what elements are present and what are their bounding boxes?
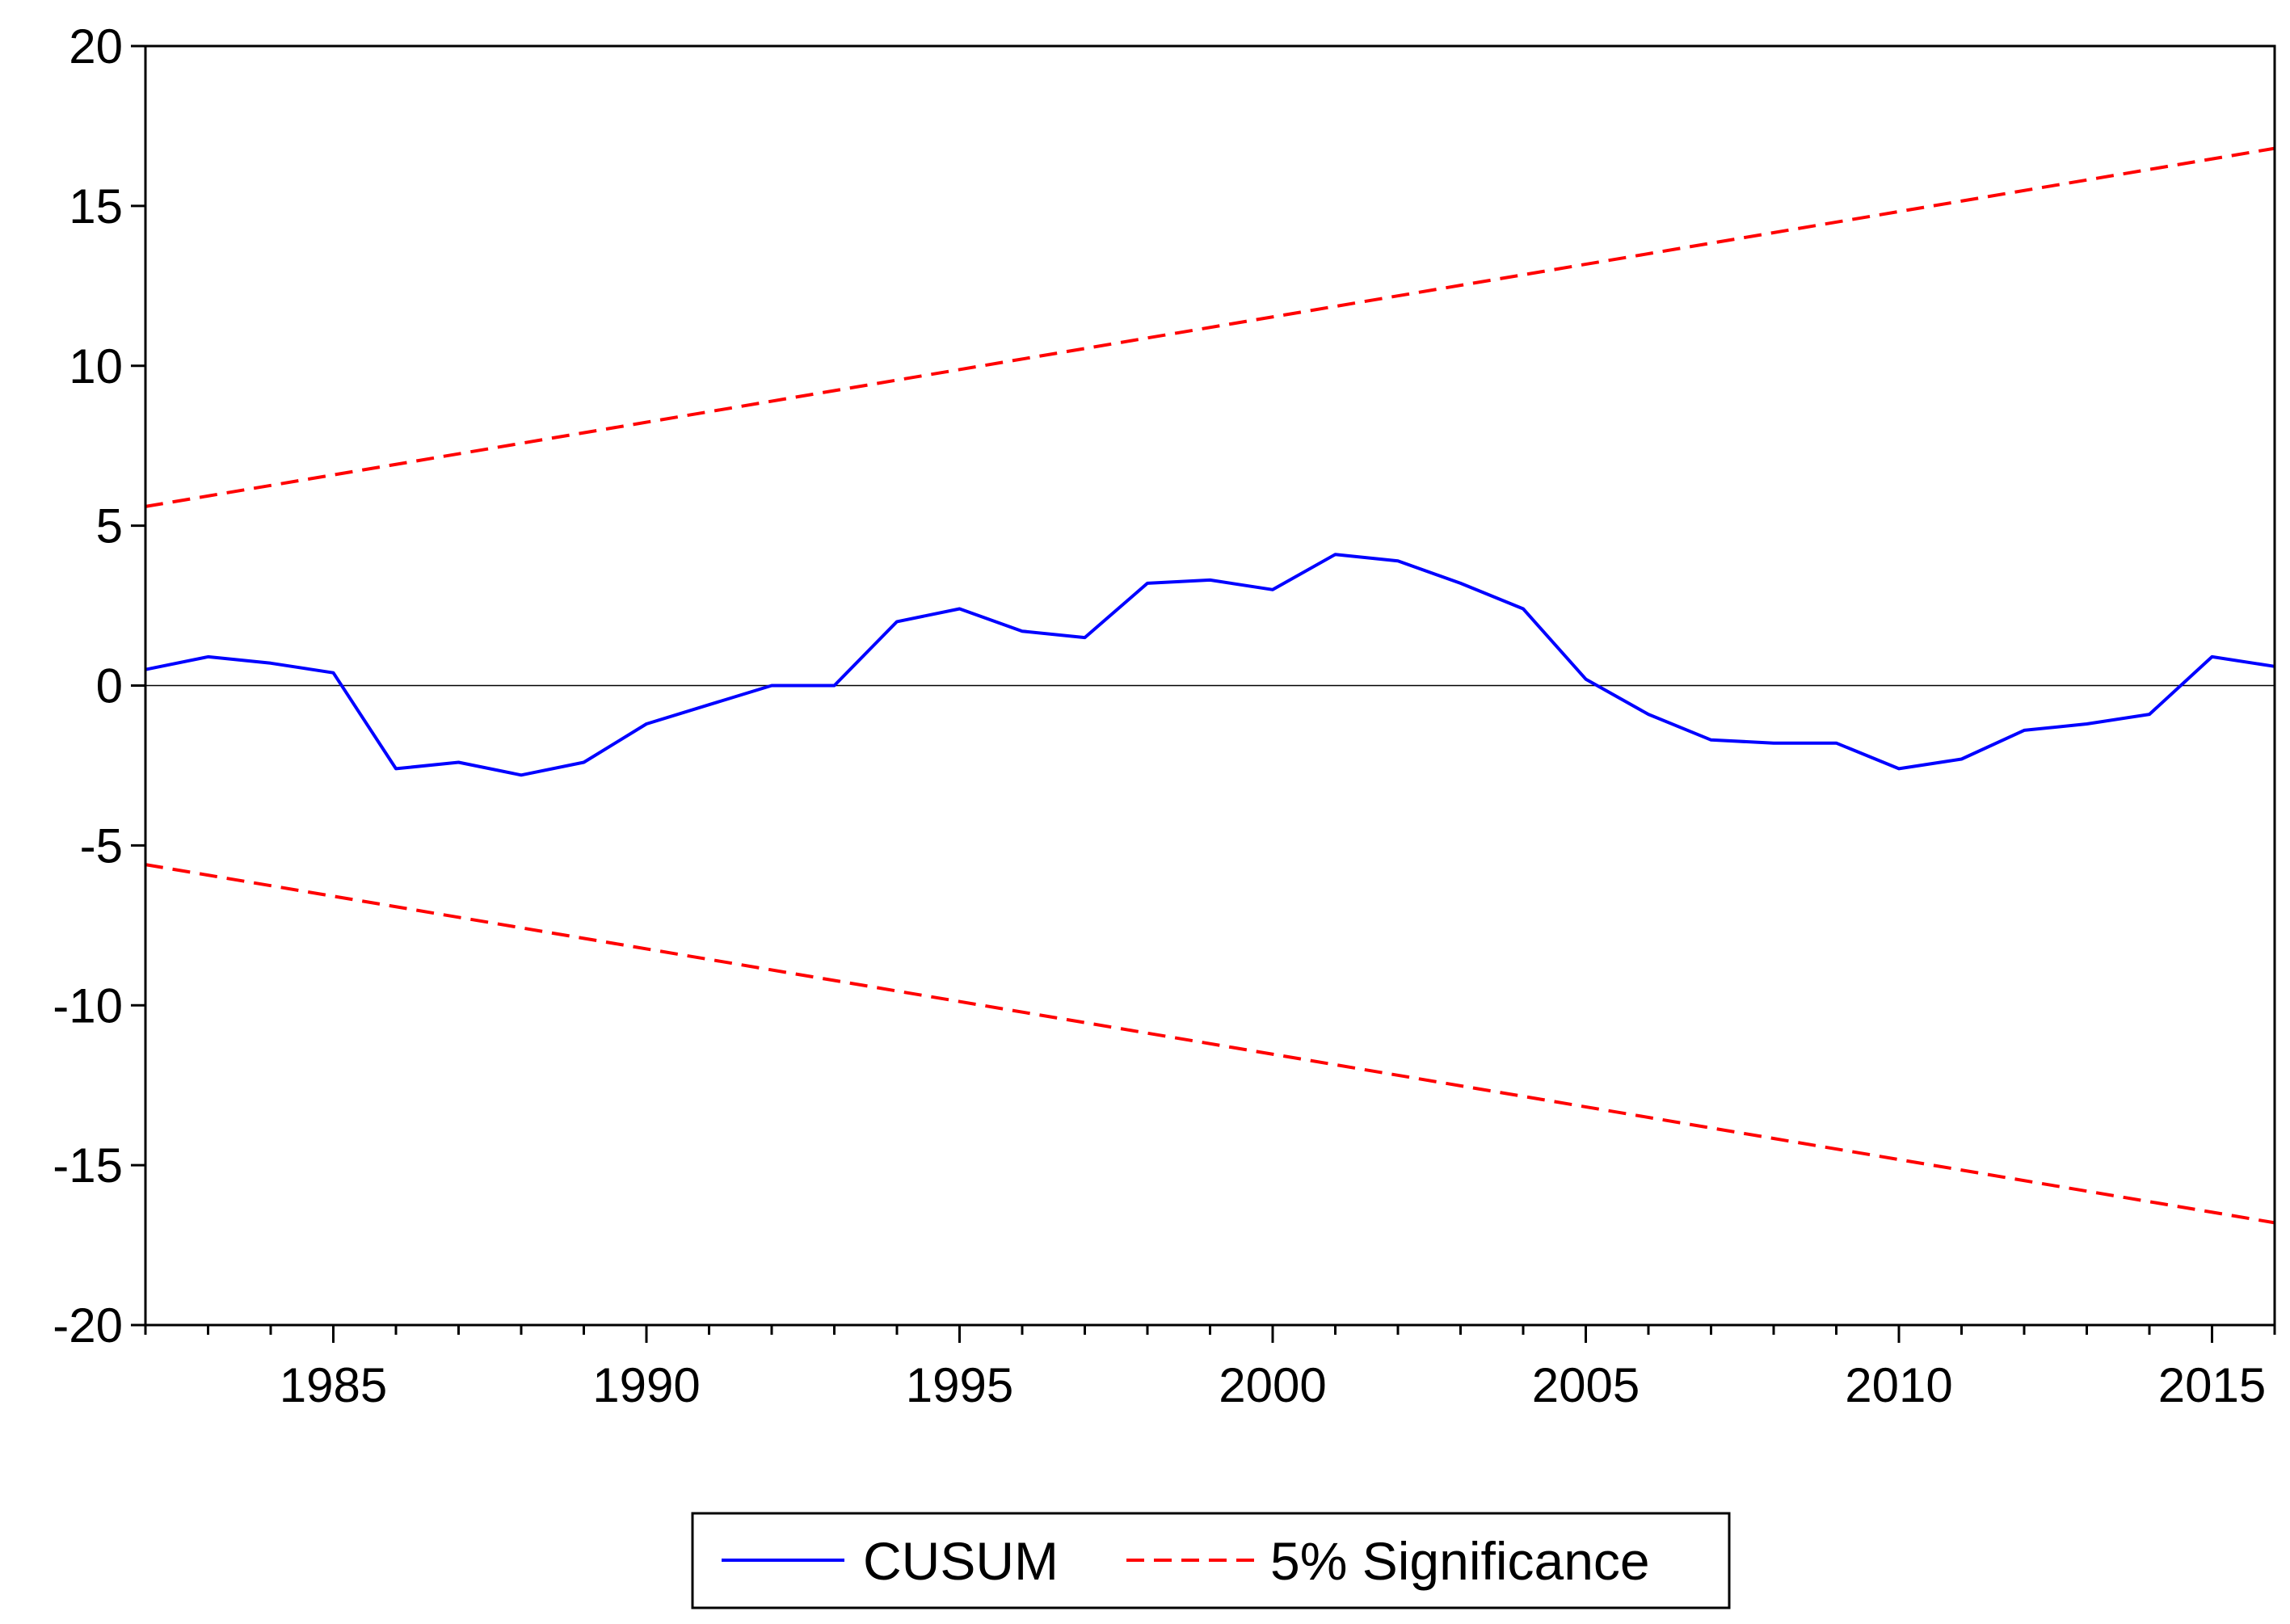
y-tick-label: 15 bbox=[69, 179, 123, 234]
x-tick-label: 2015 bbox=[2158, 1358, 2266, 1412]
y-tick-label: 5 bbox=[96, 499, 123, 553]
series-layer bbox=[145, 146, 2275, 1225]
x-tick-label: 2000 bbox=[1219, 1358, 1326, 1412]
legend: CUSUM 5% Significance bbox=[691, 1512, 1731, 1609]
legend-box bbox=[691, 1512, 1731, 1609]
x-tick-label: 1995 bbox=[906, 1358, 1013, 1412]
y-tick-label: -20 bbox=[53, 1298, 123, 1353]
x-tick-label: 2010 bbox=[1845, 1358, 1952, 1412]
legend-label-significance: 5% Significance bbox=[1270, 1531, 1650, 1591]
legend-label-cusum: CUSUM bbox=[863, 1531, 1059, 1591]
y-tick-label: 0 bbox=[96, 659, 123, 713]
y-tick-label: -5 bbox=[80, 818, 123, 873]
significance-upper-line bbox=[145, 146, 2275, 508]
y-tick-label: 20 bbox=[69, 19, 123, 74]
x-tick-label: 1985 bbox=[280, 1358, 387, 1412]
y-tick-label: -10 bbox=[53, 978, 123, 1033]
x-tick-label: 1990 bbox=[592, 1358, 700, 1412]
y-tick-label: -15 bbox=[53, 1138, 123, 1193]
x-tick-label: 2005 bbox=[1532, 1358, 1640, 1412]
y-tick-label: 10 bbox=[69, 339, 123, 393]
significance-lower-line bbox=[145, 863, 2275, 1225]
cusum-line bbox=[145, 553, 2275, 777]
plot-frame bbox=[144, 44, 2276, 1327]
